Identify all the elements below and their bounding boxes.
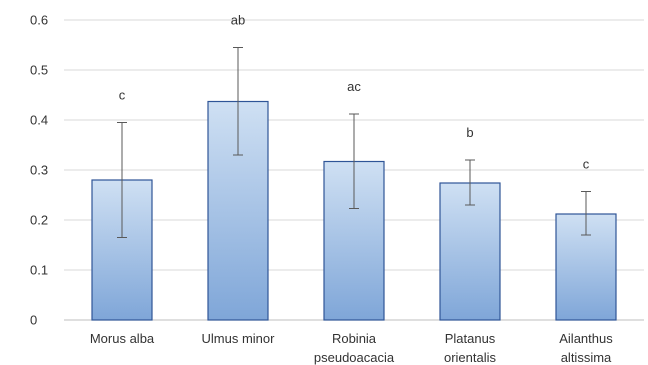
error-bar — [581, 191, 591, 236]
error-bar — [349, 113, 359, 209]
x-category-label: Morus alba — [90, 331, 155, 346]
x-category-label: Robinia — [332, 331, 377, 346]
significance-letter: c — [583, 157, 590, 172]
significance-letter: c — [119, 88, 126, 103]
x-category-label: altissima — [561, 350, 612, 365]
y-axis-ticks: 0 0.1 0.2 0.3 0.4 0.5 0.6 — [30, 13, 48, 328]
x-category-label: Ailanthus — [559, 331, 613, 346]
error-bars — [117, 47, 591, 238]
significance-letters: c ab ac b c — [119, 13, 590, 172]
bar — [439, 182, 501, 321]
x-category-label: orientalis — [444, 350, 497, 365]
significance-letter: b — [466, 125, 473, 140]
x-category-label: pseudoacacia — [314, 350, 395, 365]
error-bar — [233, 47, 243, 156]
y-tick-label: 0.6 — [30, 13, 48, 28]
y-tick-label: 0.4 — [30, 113, 48, 128]
significance-letter: ab — [231, 13, 245, 28]
y-tick-label: 0.5 — [30, 63, 48, 78]
y-tick-label: 0.2 — [30, 213, 48, 228]
y-tick-label: 0.1 — [30, 263, 48, 278]
y-tick-label: 0 — [30, 313, 37, 328]
y-tick-label: 0.3 — [30, 163, 48, 178]
x-category-label: Ulmus minor — [202, 331, 276, 346]
x-axis-categories: Morus alba Ulmus minor Robinia pseudoacacia… — [90, 331, 613, 365]
significance-letter: ac — [347, 79, 361, 94]
x-category-label: Platanus — [445, 331, 496, 346]
error-bar — [117, 122, 127, 238]
error-bar — [465, 159, 475, 206]
